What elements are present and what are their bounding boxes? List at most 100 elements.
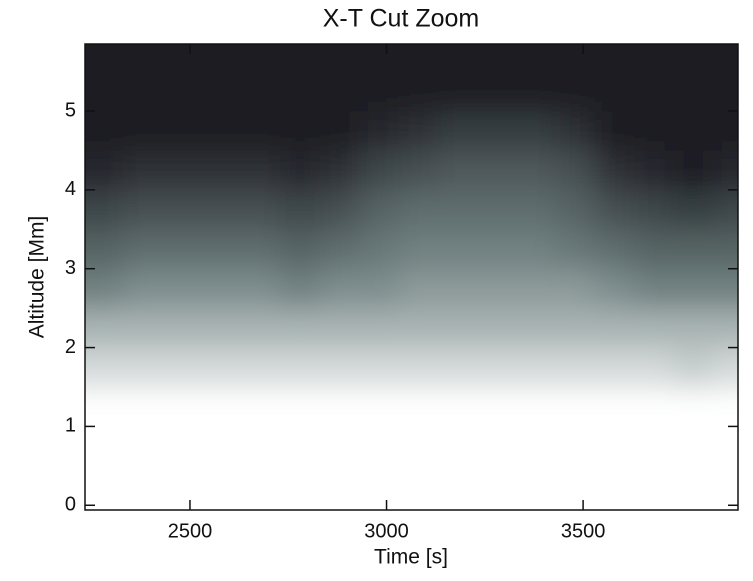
heatmap-cell: [673, 465, 714, 510]
heatmap-cell: [712, 268, 738, 309]
heatmap-cell: [241, 347, 281, 388]
x-tick-label: 2500: [168, 520, 213, 542]
y-tick-label: 5: [65, 99, 76, 121]
heatmap-cell: [634, 229, 675, 270]
heatmap-cell: [359, 44, 399, 73]
heatmap-cell: [123, 71, 163, 112]
heatmap-cell: [241, 111, 281, 151]
heatmap-cell: [162, 44, 203, 73]
heatmap-cell: [123, 347, 163, 388]
heatmap-cell: [280, 465, 321, 510]
x-tick-label: 3500: [561, 520, 606, 542]
heatmap-cell: [398, 465, 439, 510]
heatmap-cell: [555, 189, 596, 230]
heatmap-cell: [555, 465, 596, 510]
heatmap-cell: [555, 308, 596, 349]
heatmap-cell: [319, 268, 360, 309]
heatmap-cell: [437, 347, 478, 388]
heatmap-cell: [85, 229, 124, 270]
heatmap-cell: [123, 386, 163, 427]
heatmap-cell: [241, 426, 281, 467]
heatmap-cell: [398, 44, 439, 73]
heatmap-cell: [398, 150, 439, 191]
heatmap-cell: [319, 386, 360, 427]
heatmap-cell: [634, 189, 675, 230]
heatmap-cell: [85, 71, 124, 112]
heatmap-cell: [201, 308, 242, 349]
heatmap-cell: [162, 386, 203, 427]
heatmap-cell: [241, 189, 281, 230]
heatmap-cell: [476, 150, 517, 191]
chart-title: X-T Cut Zoom: [323, 5, 480, 33]
heatmap-image: [85, 44, 738, 510]
heatmap-cell: [359, 308, 399, 349]
heatmap-cell: [634, 386, 675, 427]
heatmap-cell: [85, 189, 124, 230]
heatmap-cell: [594, 268, 635, 309]
heatmap-cell: [201, 465, 242, 510]
heatmap-cell: [319, 189, 360, 230]
heatmap-cell: [476, 189, 517, 230]
heatmap-cell: [201, 268, 242, 309]
heatmap-cell: [398, 189, 439, 230]
heatmap-cell: [162, 426, 203, 467]
heatmap-cell: [437, 71, 478, 112]
heatmap-cell: [712, 111, 738, 151]
heatmap-cell: [359, 71, 399, 112]
heatmap-cell: [634, 426, 675, 467]
heatmap-cell: [85, 465, 124, 510]
heatmap-cell: [476, 308, 517, 349]
heatmap-cell: [437, 465, 478, 510]
heatmap-cell: [280, 229, 321, 270]
heatmap-cell: [437, 386, 478, 427]
heatmap-cell: [712, 44, 738, 73]
heatmap-cell: [319, 426, 360, 467]
heatmap-cell: [555, 71, 596, 112]
heatmap-cell: [673, 71, 714, 112]
heatmap-cell: [712, 347, 738, 388]
heatmap-cell: [555, 386, 596, 427]
heatmap-cell: [280, 268, 321, 309]
heatmap-cell: [359, 111, 399, 151]
heatmap-cell: [516, 150, 557, 191]
heatmap-cell: [241, 229, 281, 270]
heatmap-cell: [201, 229, 242, 270]
heatmap-cell: [280, 111, 321, 151]
heatmap-cell: [673, 347, 714, 388]
heatmap-cell: [359, 150, 399, 191]
heatmap-cell: [555, 347, 596, 388]
heatmap-cell: [712, 71, 738, 112]
heatmap-cell: [673, 386, 714, 427]
heatmap-cell: [437, 189, 478, 230]
heatmap-cell: [712, 308, 738, 349]
heatmap-cell: [201, 426, 242, 467]
heatmap-cell: [241, 386, 281, 427]
heatmap-cell: [398, 71, 439, 112]
heatmap-cell: [162, 347, 203, 388]
heatmap-cell: [123, 111, 163, 151]
heatmap-cell: [85, 347, 124, 388]
heatmap-cell: [437, 150, 478, 191]
heatmap-cell: [437, 426, 478, 467]
heatmap-cell: [398, 268, 439, 309]
heatmap-cell: [359, 347, 399, 388]
heatmap-cell: [634, 268, 675, 309]
heatmap-cell: [319, 308, 360, 349]
heatmap-cell: [712, 150, 738, 191]
heatmap-cell: [516, 71, 557, 112]
heatmap-cell: [319, 229, 360, 270]
heatmap-cell: [673, 111, 714, 151]
heatmap-cell: [123, 465, 163, 510]
heatmap-cell: [319, 44, 360, 73]
heatmap-cell: [85, 268, 124, 309]
heatmap-cell: [162, 308, 203, 349]
heatmap-cell: [241, 268, 281, 309]
heatmap-cell: [398, 308, 439, 349]
heatmap-cell: [476, 426, 517, 467]
heatmap-cell: [201, 150, 242, 191]
heatmap-cell: [162, 465, 203, 510]
heatmap-cell: [673, 189, 714, 230]
heatmap-cell: [437, 308, 478, 349]
heatmap-cell: [476, 111, 517, 151]
y-tick-label: 4: [65, 178, 76, 200]
